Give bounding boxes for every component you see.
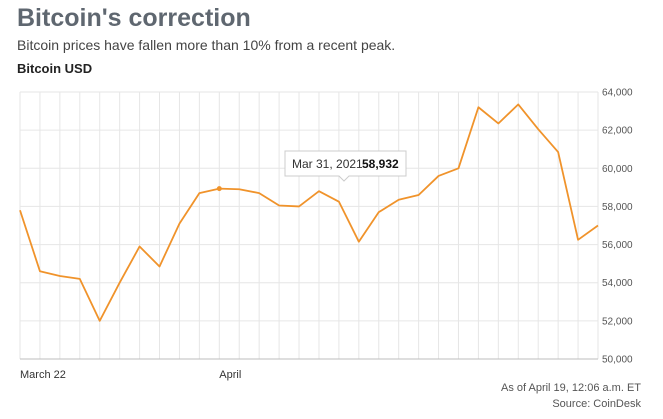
y-axis-ticks: 50,000 52,000 54,000 56,000 58,000 60,000 62,0… [602, 88, 633, 366]
y-tick-label: 58,000 [602, 202, 633, 213]
series-layer [19, 103, 599, 322]
y-tick-label: 54,000 [602, 278, 633, 289]
highlighted-point[interactable] [216, 186, 222, 192]
x-tick-label: April [219, 369, 241, 381]
series-label: Bitcoin USD [17, 61, 93, 76]
source-note: Source: CoinDesk [552, 398, 641, 410]
gridlines [19, 91, 599, 360]
tooltip-date: Mar 31, 2021 [292, 157, 363, 171]
x-axis-ticks: March 22 April [20, 369, 241, 381]
y-tick-label: 62,000 [602, 126, 633, 137]
y-tick-label: 50,000 [602, 355, 633, 366]
series-line-bitcoin-usd [19, 103, 599, 322]
y-tick-label: 52,000 [602, 316, 633, 327]
tooltip: Mar 31, 2021 58,932 [284, 150, 407, 182]
chart-subtitle: Bitcoin prices have fallen more than 10%… [17, 37, 396, 53]
y-tick-label: 64,000 [602, 88, 633, 99]
chart-title: Bitcoin's correction [17, 4, 251, 32]
tooltip-box [284, 150, 407, 182]
y-tick-label: 56,000 [602, 240, 633, 251]
tooltip-value: 58,932 [362, 157, 399, 171]
y-tick-label: 60,000 [602, 164, 633, 175]
as-of-note: As of April 19, 12:06 a.m. ET [500, 382, 641, 394]
x-tick-label: March 22 [20, 369, 66, 381]
